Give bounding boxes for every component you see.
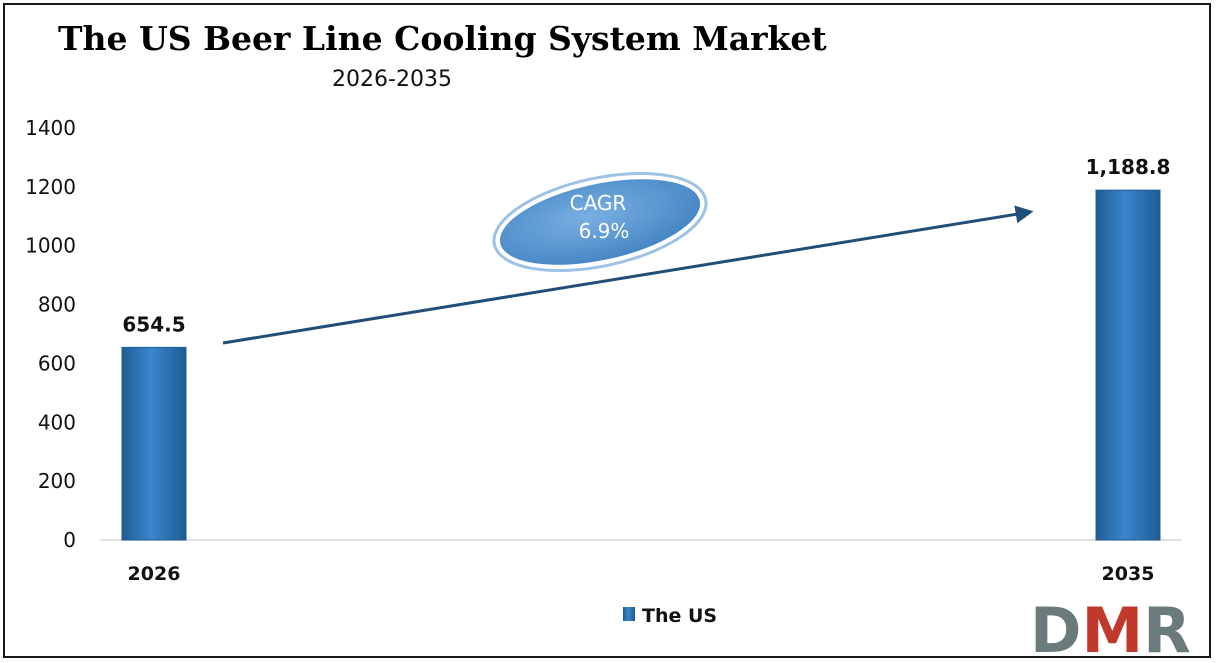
cagr-label: CAGR xyxy=(570,191,627,215)
data-labels: 654.5 1,188.8 xyxy=(122,155,1170,336)
chart-frame xyxy=(3,3,1211,658)
y-tick-label: 1000 xyxy=(25,234,76,258)
y-tick-label: 400 xyxy=(38,410,76,434)
data-label: 654.5 xyxy=(122,312,185,336)
chart-title: The US Beer Line Cooling System Market xyxy=(58,19,827,58)
x-tick-label: 2035 xyxy=(1102,563,1155,585)
legend-label: The US xyxy=(642,605,717,627)
cagr-value: 6.9% xyxy=(579,219,630,243)
bar-2035 xyxy=(1095,189,1161,541)
dmr-logo: DMR xyxy=(1030,594,1191,663)
legend: The US xyxy=(623,605,717,627)
svg-text:DMR: DMR xyxy=(1030,594,1191,663)
y-axis: 0 200 400 600 800 1000 1200 1400 xyxy=(25,116,76,552)
chart-subtitle: 2026-2035 xyxy=(332,67,452,92)
cagr-badge: CAGR 6.9% xyxy=(492,171,708,273)
legend-swatch xyxy=(623,607,635,621)
cagr-ellipse xyxy=(499,179,701,265)
y-tick-label: 1400 xyxy=(25,116,76,140)
bar-2026 xyxy=(121,346,187,541)
growth-arrow xyxy=(222,205,1034,345)
data-label: 1,188.8 xyxy=(1086,155,1171,179)
bars xyxy=(121,189,1161,541)
x-axis-labels: 2026 2035 xyxy=(128,563,1155,585)
x-tick-label: 2026 xyxy=(128,563,181,585)
y-tick-label: 0 xyxy=(63,528,76,552)
y-tick-label: 800 xyxy=(38,293,76,317)
y-tick-label: 600 xyxy=(38,351,76,375)
y-tick-label: 1200 xyxy=(25,175,76,199)
y-tick-label: 200 xyxy=(38,469,76,493)
